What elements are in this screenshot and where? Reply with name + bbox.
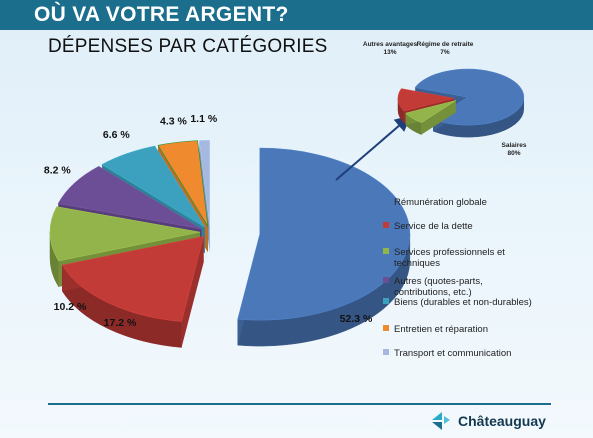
main-pie: 52.3 % 17.2 % 10.2 % 8.2 % 6.6 % 4.3 % 1.1 % [44, 113, 411, 348]
legend-label: Service de la dette [394, 221, 473, 232]
slice-value-label: 17.2 % [104, 317, 137, 329]
page-title: OÙ VA VOTRE ARGENT? [34, 3, 289, 26]
inset-value-label: 13% [383, 49, 396, 56]
legend-item: Service de la dette [383, 221, 473, 232]
slice-2 [61, 236, 205, 348]
legend-item: Rémunération globale [383, 197, 487, 208]
legend-item: Transport et communication [383, 348, 511, 359]
legend-label: Entretien et réparation [394, 324, 488, 335]
slice-value-label: 8.2 % [44, 165, 72, 177]
legend-label: techniques [394, 258, 440, 269]
inset-slice-3 [405, 100, 456, 135]
legend-swatch [383, 248, 389, 254]
legend-swatch [383, 298, 389, 304]
legend-item: Autres (quotes-parts,contributions, etc.… [383, 276, 483, 298]
legend-label: Rémunération globale [394, 197, 487, 208]
legend-swatch [383, 222, 389, 228]
chart-subtitle: DÉPENSES PAR CATÉGORIES [48, 36, 328, 57]
legend-label: Services professionnels et [394, 247, 505, 258]
brand-name: Châteauguay [458, 413, 546, 429]
slice-value-label: 1.1 % [190, 113, 218, 125]
legend-swatch [383, 198, 389, 204]
legend-item: Biens (durables et non-durables) [383, 297, 532, 308]
breakdown-arrow [335, 115, 412, 181]
slice-value-label: 10.2 % [54, 301, 87, 313]
inset-category-label: Régime de retraite [417, 41, 474, 48]
legend-item: Entretien et réparation [383, 324, 488, 335]
inset-value-label: 7% [440, 49, 450, 56]
brand-logo: Châteauguay [430, 410, 546, 432]
slice-value-label: 4.3 % [160, 115, 188, 127]
legend-label: Biens (durables et non-durables) [394, 297, 532, 308]
legend-label: Transport et communication [394, 348, 511, 359]
slice-value-label: 6.6 % [103, 129, 131, 141]
inset-category-label: Salaires [502, 142, 527, 149]
inset-value-label: 80% [507, 150, 520, 157]
legend-swatch [383, 277, 389, 283]
header-bar [0, 0, 593, 30]
slice-value-label: 52.3 % [340, 313, 373, 325]
footer-divider [48, 403, 551, 405]
legend-swatch [383, 349, 389, 355]
legend-label: contributions, etc.) [394, 287, 472, 298]
legend: Rémunération globale Service de la dette S… [383, 197, 532, 359]
legend-label: Autres (quotes-parts, [394, 276, 483, 287]
inset-category-label: Autres avantages [363, 41, 418, 48]
slice-1 [237, 147, 411, 347]
legend-swatch [383, 325, 389, 331]
logo-icon [432, 412, 450, 430]
